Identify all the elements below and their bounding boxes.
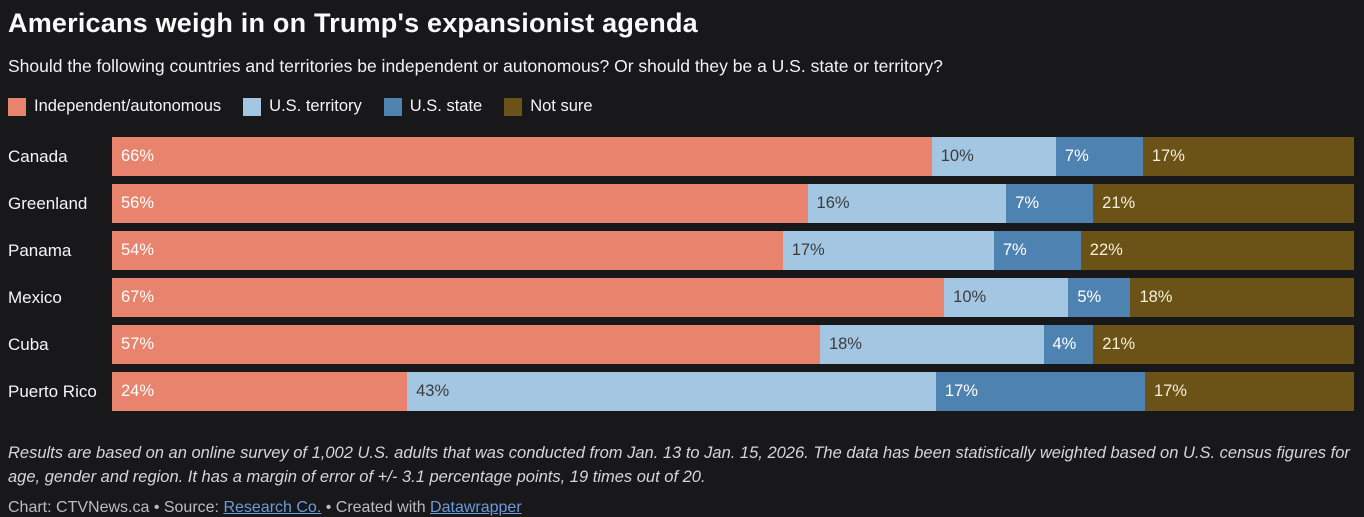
chart-row: Greenland 56% 16% 7% 21% bbox=[7, 184, 1354, 223]
page-title: Americans weigh in on Trump's expansioni… bbox=[8, 8, 698, 38]
bar-segment[interactable]: 24% bbox=[112, 372, 408, 411]
bar-segment[interactable]: 4% bbox=[1043, 325, 1094, 364]
value-label: 24% bbox=[121, 382, 155, 400]
legend-label: U.S. state bbox=[409, 97, 483, 115]
category-label: Panama bbox=[8, 240, 72, 260]
legend-swatch-state bbox=[383, 97, 402, 116]
chart-row: Panama 54% 17% 7% 22% bbox=[7, 231, 1354, 270]
legend-item-territory: U.S. territory bbox=[243, 97, 362, 116]
value-label: 18% bbox=[828, 335, 862, 353]
value-label: 57% bbox=[121, 335, 155, 353]
stacked-bar: 24% 43% 17% 17% bbox=[112, 372, 1354, 411]
legend-item-notsure: Not sure bbox=[504, 97, 593, 116]
chart-row: Mexico 67% 10% 5% 18% bbox=[7, 278, 1354, 317]
value-label: 18% bbox=[1139, 288, 1173, 306]
bar-segment[interactable]: 17% bbox=[1144, 372, 1354, 411]
category-label: Cuba bbox=[8, 334, 49, 354]
bar-segment[interactable]: 18% bbox=[819, 325, 1044, 364]
value-label: 43% bbox=[416, 382, 450, 400]
attribution-middle: • Created with bbox=[321, 498, 431, 516]
value-label: 5% bbox=[1077, 288, 1102, 306]
value-label: 17% bbox=[1153, 382, 1187, 400]
chart-row: Canada 66% 10% 7% 17% bbox=[7, 137, 1354, 176]
value-label: 17% bbox=[944, 382, 978, 400]
stacked-bar: 54% 17% 7% 22% bbox=[112, 231, 1354, 270]
bar-segment[interactable]: 21% bbox=[1093, 325, 1354, 364]
stacked-bar: 56% 16% 7% 21% bbox=[112, 184, 1354, 223]
bar-segment[interactable]: 54% bbox=[112, 231, 783, 270]
value-label: 7% bbox=[1064, 147, 1089, 165]
bar-segment[interactable]: 17% bbox=[935, 372, 1145, 411]
bar-segment[interactable]: 5% bbox=[1068, 278, 1131, 317]
legend-label: Not sure bbox=[530, 97, 593, 115]
legend-item-independent: Independent/autonomous bbox=[8, 97, 221, 116]
bar-segment[interactable]: 56% bbox=[112, 184, 808, 223]
attribution-line: Chart: CTVNews.ca • Source: Research Co.… bbox=[8, 499, 1354, 517]
value-label: 21% bbox=[1102, 194, 1136, 212]
datawrapper-link[interactable]: Datawrapper bbox=[430, 498, 522, 516]
value-label: 10% bbox=[940, 147, 974, 165]
source-link[interactable]: Research Co. bbox=[223, 498, 322, 516]
bar-segment[interactable]: 22% bbox=[1080, 231, 1354, 270]
value-label: 10% bbox=[953, 288, 987, 306]
value-label: 66% bbox=[121, 147, 155, 165]
value-label: 16% bbox=[816, 194, 850, 212]
bar-segment[interactable]: 21% bbox=[1093, 184, 1354, 223]
legend-swatch-independent bbox=[8, 97, 26, 116]
bar-segment[interactable]: 10% bbox=[931, 137, 1056, 176]
chart-row: Cuba 57% 18% 4% 21% bbox=[7, 325, 1354, 364]
value-label: 67% bbox=[121, 288, 155, 306]
value-label: 21% bbox=[1102, 335, 1136, 353]
legend-item-state: U.S. state bbox=[383, 97, 483, 116]
bar-segment[interactable]: 67% bbox=[112, 278, 945, 317]
bar-segment[interactable]: 10% bbox=[944, 278, 1069, 317]
category-label: Puerto Rico bbox=[8, 381, 97, 401]
bar-segment[interactable]: 17% bbox=[1142, 137, 1354, 176]
bar-segment[interactable]: 18% bbox=[1130, 278, 1354, 317]
value-label: 54% bbox=[121, 241, 155, 259]
stacked-bar: 67% 10% 5% 18% bbox=[112, 278, 1354, 317]
bar-segment[interactable]: 66% bbox=[112, 137, 932, 176]
bar-segment[interactable]: 43% bbox=[407, 372, 936, 411]
chart-subtitle: Should the following countries and terri… bbox=[8, 56, 943, 76]
value-label: 4% bbox=[1052, 335, 1077, 353]
value-label: 22% bbox=[1089, 241, 1123, 259]
legend-swatch-territory bbox=[243, 97, 262, 116]
category-label: Greenland bbox=[8, 193, 88, 213]
value-label: 7% bbox=[1015, 194, 1040, 212]
legend-swatch-notsure bbox=[504, 97, 523, 116]
bar-segment[interactable]: 7% bbox=[1006, 184, 1094, 223]
bar-segment[interactable]: 7% bbox=[1055, 137, 1143, 176]
bar-segment[interactable]: 16% bbox=[807, 184, 1007, 223]
bar-segment[interactable]: 57% bbox=[112, 325, 820, 364]
value-label: 17% bbox=[791, 241, 825, 259]
value-label: 7% bbox=[1002, 241, 1027, 259]
stacked-bar: 57% 18% 4% 21% bbox=[112, 325, 1354, 364]
legend: Independent/autonomous U.S. territory U.… bbox=[8, 97, 1354, 116]
attribution-prefix: Chart: CTVNews.ca • Source: bbox=[8, 498, 224, 516]
bar-segment[interactable]: 17% bbox=[782, 231, 994, 270]
legend-label: U.S. territory bbox=[269, 97, 362, 115]
bar-segment[interactable]: 7% bbox=[993, 231, 1081, 270]
value-label: 56% bbox=[121, 194, 155, 212]
chart-notes: Results are based on an online survey of… bbox=[8, 444, 1350, 486]
chart-row: Puerto Rico 24% 43% 17% 17% bbox=[7, 372, 1354, 411]
chart-rows: Canada 66% 10% 7% 17% Greenland 56% 16% 7% 21% Pan… bbox=[7, 137, 1354, 411]
category-label: Canada bbox=[8, 146, 68, 166]
value-label: 17% bbox=[1151, 147, 1185, 165]
legend-label: Independent/autonomous bbox=[34, 97, 222, 115]
stacked-bar: 66% 10% 7% 17% bbox=[112, 137, 1354, 176]
category-label: Mexico bbox=[8, 287, 62, 307]
